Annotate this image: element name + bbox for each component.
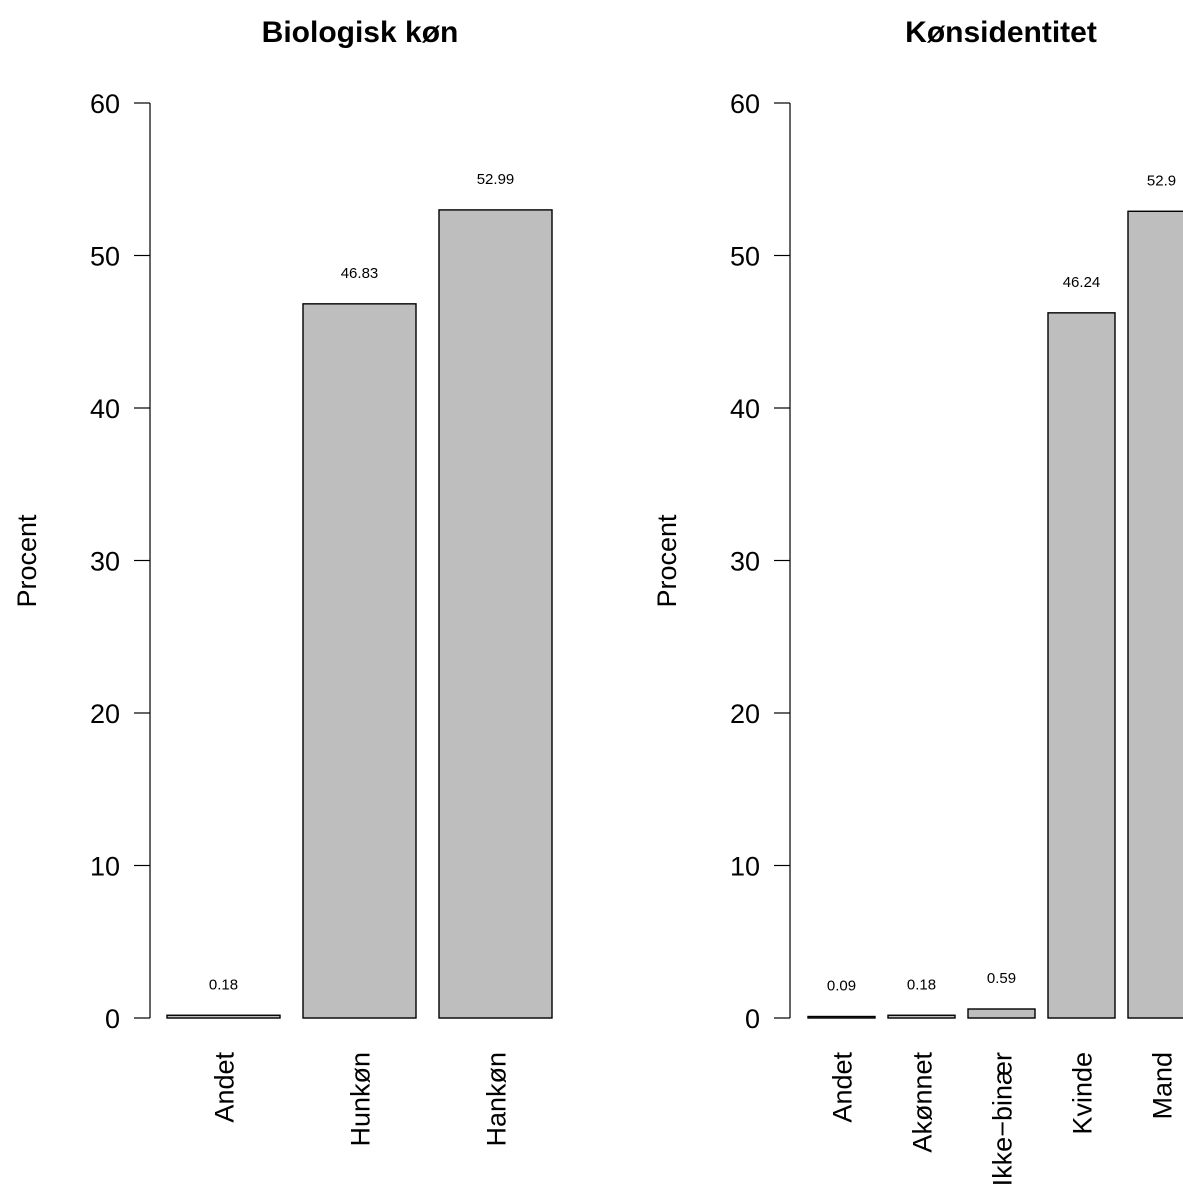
- y-tick-label: 30: [90, 547, 120, 577]
- x-category-label: Andet: [210, 1052, 240, 1123]
- data-label: 52.9: [1147, 172, 1176, 189]
- y-tick-label: 40: [90, 394, 120, 424]
- y-tick-label: 60: [90, 89, 120, 119]
- y-tick-label: 10: [90, 852, 120, 882]
- y-axis-label: Procent: [652, 514, 682, 608]
- y-tick-label: 40: [730, 394, 760, 424]
- x-category-label: Akønnet: [908, 1052, 938, 1153]
- y-tick-label: 30: [730, 547, 760, 577]
- data-label: 0.09: [827, 978, 856, 995]
- x-category-label: Hankøn: [482, 1052, 512, 1147]
- y-axis-label: Procent: [12, 514, 42, 608]
- chart-title: Kønsidentitet: [905, 16, 1097, 49]
- y-tick-label: 50: [730, 242, 760, 272]
- chart-panel-biologisk-kon: Biologisk køn Procent 0 10 20 30 40 50 60 0.18…: [12, 16, 553, 1147]
- y-tick-label: 0: [745, 1004, 760, 1034]
- y-axis: 0 10 20 30 40 50 60: [90, 89, 151, 1034]
- bar-mand: [1127, 210, 1183, 1019]
- data-label: 52.99: [477, 171, 515, 188]
- bar-andet: [807, 1015, 876, 1019]
- y-tick-label: 0: [105, 1004, 120, 1034]
- y-tick-label: 60: [730, 89, 760, 119]
- chart-title: Biologisk køn: [262, 16, 459, 49]
- data-label: 46.24: [1063, 274, 1101, 291]
- x-category-label: Ikke−binær: [988, 1052, 1018, 1186]
- x-category-label: Mand: [1148, 1052, 1178, 1120]
- y-tick-label: 10: [730, 852, 760, 882]
- data-label: 46.83: [341, 265, 379, 282]
- x-category-label: Andet: [828, 1052, 858, 1123]
- bar-ikke-bin-r: [967, 1008, 1036, 1019]
- data-label: 0.18: [907, 976, 936, 993]
- y-tick-label: 20: [730, 699, 760, 729]
- bars: 0.09 Andet 0.18 Akønnet 0.59 Ikke−binær 46.24 K…: [807, 172, 1183, 1186]
- bar-andet: [166, 1014, 281, 1019]
- bar-hunk-n: [302, 303, 417, 1019]
- data-label: 0.18: [209, 976, 238, 993]
- bar-kvinde: [1047, 312, 1116, 1019]
- x-category-label: Kvinde: [1068, 1052, 1098, 1135]
- x-category-label: Hunkøn: [346, 1052, 376, 1147]
- y-tick-label: 20: [90, 699, 120, 729]
- y-axis: 0 10 20 30 40 50 60: [730, 89, 791, 1034]
- bar-ak-nnet: [887, 1014, 956, 1019]
- data-label: 0.59: [987, 970, 1016, 987]
- bar-hank-n: [438, 209, 553, 1019]
- chart-panel-konsidentitet: Kønsidentitet Procent 0 10 20 30 40 50 60 0.09…: [652, 16, 1183, 1186]
- bars: 0.18 Andet 46.83 Hunkøn 52.99 Hankøn: [166, 171, 553, 1147]
- y-tick-label: 50: [90, 242, 120, 272]
